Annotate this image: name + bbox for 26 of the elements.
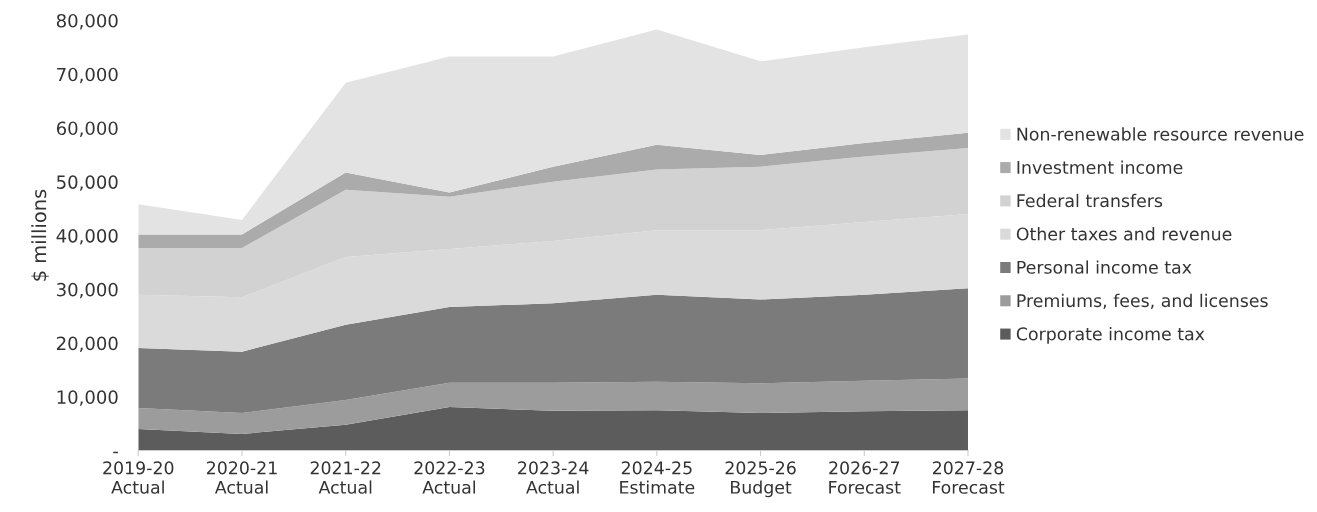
y-tick-label: 20,000 xyxy=(56,336,118,352)
x-tick-label: 2026-27 Forecast xyxy=(829,461,901,494)
legend-label: Non-renewable resource revenue xyxy=(1017,127,1304,141)
x-tick-label: 2023-24 Actual xyxy=(518,461,589,494)
y-tick-label: 10,000 xyxy=(57,390,118,406)
x-tick-label: 2021-22 Actual xyxy=(310,461,381,494)
y-tick-label: 50,000 xyxy=(57,175,118,191)
y-tick-label: 70,000 xyxy=(57,67,118,84)
y-tick-label: 30,000 xyxy=(57,282,118,299)
y-tick-label: - xyxy=(113,451,118,454)
x-tick-label: 2024-25 Estimate xyxy=(620,461,695,494)
y-axis-title: $ millions xyxy=(31,189,49,281)
legend-label: Federal transfers xyxy=(1017,193,1163,208)
x-tick-label: 2027-28 Forecast xyxy=(932,461,1005,494)
legend-label: Other taxes and revenue xyxy=(1016,227,1232,241)
legend-label: Corporate income tax xyxy=(1016,327,1205,344)
x-tick-label: 2022-23 Actual xyxy=(414,461,485,494)
y-tick-label: 80,000 xyxy=(56,13,118,30)
x-tick-label: 2020-21 Actual xyxy=(207,461,277,494)
legend-label: Personal income tax xyxy=(1017,260,1192,274)
legend-label: Premiums, fees, and licenses xyxy=(1017,293,1268,309)
legend-label: Investment income xyxy=(1017,160,1183,174)
x-tick-label: 2019-20 Actual xyxy=(103,461,174,494)
x-tick-label: 2025-26 Budget xyxy=(725,461,796,498)
y-tick-label: 60,000 xyxy=(56,121,118,137)
y-tick-label: 40,000 xyxy=(56,228,118,245)
